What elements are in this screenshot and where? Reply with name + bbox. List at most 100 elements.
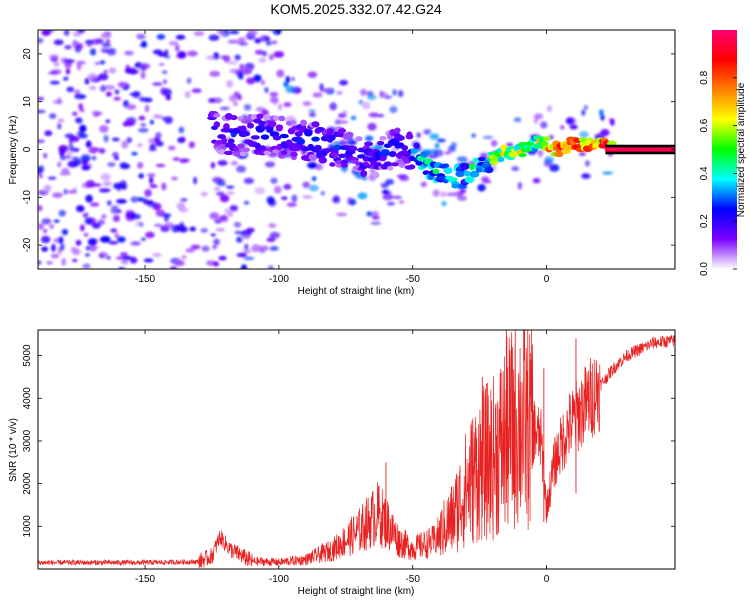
spectrogram-cell: [172, 157, 180, 161]
spectrogram-cell: [105, 39, 111, 43]
spectrogram-cell: [367, 94, 377, 101]
spectrogram-ridge-cell: [364, 141, 374, 147]
spectrogram-tone: [605, 147, 675, 152]
spectrogram-cell: [59, 155, 67, 161]
spectrogram-cell: [220, 55, 227, 60]
spectrogram-cell: [144, 189, 152, 197]
spectrogram-ridge-cell: [216, 139, 223, 145]
spectrogram-cell: [329, 102, 337, 111]
spectrogram-cell: [48, 53, 59, 60]
x-tick-label: 0: [544, 574, 550, 585]
colorbar-label: Normalized spectral amplitude: [736, 82, 747, 217]
spectrogram-cell: [229, 30, 240, 35]
x-tick-label: -50: [405, 274, 420, 285]
spectrogram-ridge-cell: [443, 167, 453, 174]
spectrogram-ridge-cell: [280, 150, 288, 155]
spectrogram-ridge: [207, 110, 675, 189]
spectrogram-cell: [51, 243, 56, 252]
spectrogram-cell: [283, 183, 292, 190]
spectrogram-cell: [76, 62, 82, 71]
spectrogram-cell: [38, 205, 43, 212]
spectrogram-cell: [216, 182, 227, 187]
spectrogram-cell: [236, 236, 243, 243]
spectrogram-ridge-cell: [355, 136, 363, 142]
spectrogram-cell: [137, 143, 143, 148]
spectrogram-cell: [99, 124, 109, 133]
spectrogram-cell: [226, 80, 234, 88]
spectrogram-ridge-cell: [465, 177, 474, 182]
spectrogram-ridge-cell: [213, 113, 221, 118]
spectrogram-cell: [215, 191, 225, 197]
spectrogram-cell: [357, 192, 368, 200]
spectrogram-cell: [40, 235, 51, 244]
spectrogram-cell: [214, 219, 222, 224]
spectrogram-cell: [440, 191, 446, 198]
spectrogram-cell: [146, 173, 156, 178]
spectrogram-cell: [218, 216, 227, 220]
spectrogram-cell: [106, 256, 111, 260]
spectrogram-cell: [173, 260, 185, 267]
spectrogram-cell: [144, 231, 155, 239]
spectrogram-cell: [106, 200, 112, 206]
spectrogram-ridge-cell: [563, 146, 573, 151]
spectrogram-cell: [291, 194, 298, 203]
x-tick-label: -100: [269, 274, 289, 285]
spectrogram-cell: [308, 112, 316, 118]
spectrogram-cell: [234, 230, 243, 235]
spectrogram-ridge-cell: [477, 157, 486, 162]
spectrogram-cell: [219, 106, 230, 111]
spectrogram-cell: [302, 181, 311, 189]
spectrogram-ridge-cell: [304, 129, 313, 137]
spectrogram-cell: [233, 221, 242, 228]
spectrogram-cell: [308, 109, 316, 113]
spectrogram-cell: [71, 111, 78, 117]
spectrogram-cell: [60, 243, 65, 251]
spectrogram-cell: [273, 185, 282, 194]
spectrogram-cell: [119, 252, 128, 257]
spectrogram-cell: [38, 37, 44, 44]
spectrogram-cell: [280, 196, 288, 201]
spectrogram-cell: [241, 67, 252, 75]
spectrogram-cell: [320, 191, 325, 196]
spectrogram-cell: [155, 163, 166, 168]
spectrogram-ridge-cell: [311, 121, 320, 128]
spectrogram-cell: [600, 128, 610, 137]
spectrogram-cell: [559, 125, 565, 130]
spectrogram-cell: [88, 85, 97, 91]
spectrogram-cell: [104, 84, 116, 90]
spectrogram-cell: [91, 38, 101, 45]
spectrogram-cell: [68, 137, 73, 145]
spectrogram-ridge-cell: [340, 163, 349, 168]
spectrogram-cell: [346, 139, 357, 146]
spectrogram-cell: [85, 140, 92, 148]
spectrogram-cell: [101, 214, 107, 219]
spectrogram-cell: [170, 266, 178, 269]
spectrogram-ridge-cell: [432, 168, 440, 175]
spectrogram-cell: [143, 258, 154, 263]
spectrogram-cell: [273, 51, 285, 58]
spectrogram-cell: [307, 161, 317, 169]
spectrogram-ridge-cell: [508, 151, 518, 157]
spectrogram-cell: [544, 156, 554, 165]
spectrogram-cell: [131, 151, 138, 156]
spectrogram-cell: [64, 59, 75, 64]
spectrogram-ridge-cell: [239, 125, 247, 133]
spectrogram-cell: [53, 39, 64, 46]
y-tick-label: 0: [22, 146, 33, 152]
spectrogram-cell: [147, 201, 157, 208]
spectrogram-cell: [75, 117, 83, 124]
colorbar-tick-label: 0.2: [699, 214, 710, 228]
spectrogram-cell: [126, 104, 137, 110]
spectrogram-cell: [229, 205, 239, 212]
spectrogram-cell: [47, 176, 57, 180]
spectrogram-cell: [57, 161, 62, 168]
spectrogram-cell: [337, 113, 347, 118]
spectrogram-cell: [121, 259, 129, 265]
spectrogram-ridge-cell: [401, 145, 409, 151]
spectrogram-cell: [116, 199, 127, 204]
spectrogram-cell: [608, 118, 614, 124]
spectrogram-cell: [540, 121, 548, 129]
spectrogram-ridge-cell: [278, 115, 286, 122]
spectrogram-cell: [477, 184, 486, 192]
y-tick-label: 10: [22, 96, 33, 108]
